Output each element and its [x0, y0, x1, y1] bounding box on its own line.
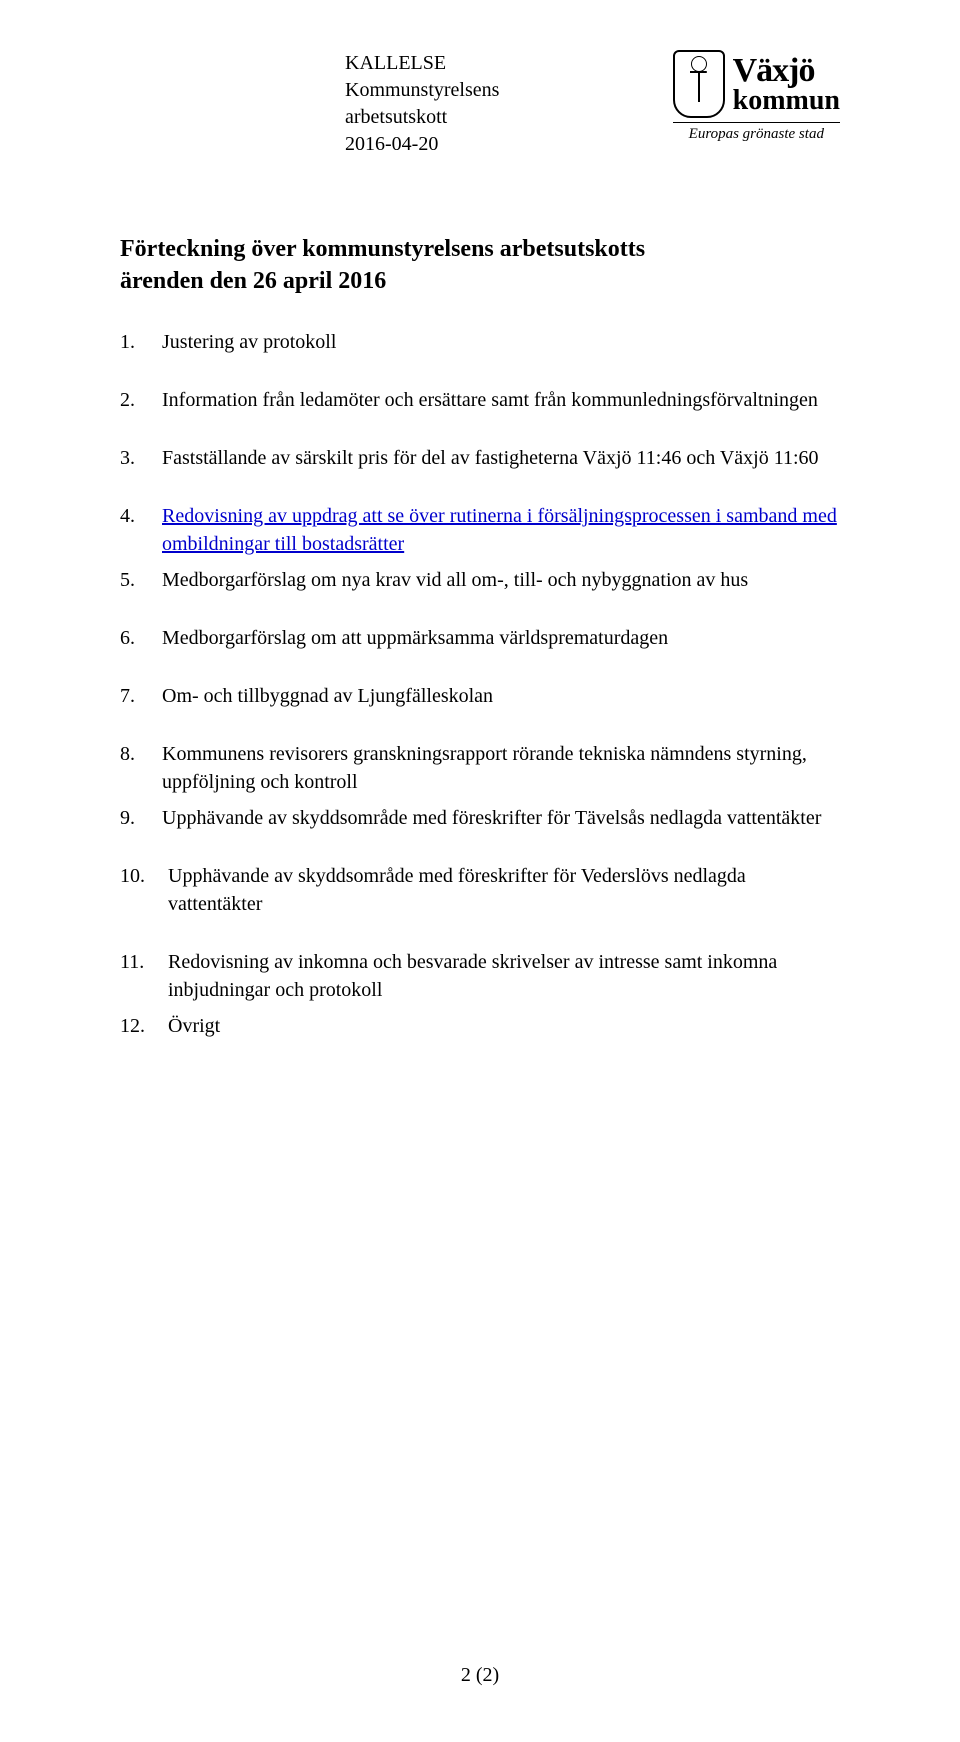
item-text: Övrigt: [168, 1012, 840, 1040]
crest-icon: [673, 50, 725, 118]
agenda-list: 1. Justering av protokoll 2. Information…: [120, 328, 840, 1040]
item-text: Medborgarförslag om nya krav vid all om-…: [162, 566, 840, 594]
item-text: Justering av protokoll: [162, 328, 840, 356]
list-item: 2. Information från ledamöter och ersätt…: [120, 386, 840, 414]
doc-date: 2016-04-20: [345, 131, 499, 158]
title-line-1: Förteckning över kommunstyrelsens arbets…: [120, 236, 645, 262]
item-line: Redovisning av inkomna och besvarade skr…: [168, 951, 777, 973]
list-item: 10. Upphävande av skyddsområde med föres…: [120, 862, 840, 918]
title-line-2: ärenden den 26 april 2016: [120, 268, 386, 294]
item-number: 1.: [120, 328, 162, 356]
logo-tagline: Europas grönaste stad: [673, 122, 840, 143]
item-number: 5.: [120, 566, 162, 594]
list-item: 11. Redovisning av inkomna och besvarade…: [120, 948, 840, 1004]
item-link[interactable]: ombildningar till bostadsrätter: [162, 533, 404, 555]
item-line: Kommunens revisorers granskningsrapport …: [162, 743, 807, 765]
list-item: 6. Medborgarförslag om att uppmärksamma …: [120, 624, 840, 652]
header-text-block: KALLELSE Kommunstyrelsens arbetsutskott …: [120, 50, 499, 158]
list-item: 3. Fastställande av särskilt pris för de…: [120, 444, 840, 472]
item-text: Kommunens revisorers granskningsrapport …: [162, 740, 840, 796]
item-number: 9.: [120, 804, 162, 832]
list-item: 8. Kommunens revisorers granskningsrappo…: [120, 740, 840, 796]
logo-sub: kommun: [733, 88, 840, 115]
list-item: 7. Om- och tillbyggnad av Ljungfälleskol…: [120, 682, 840, 710]
list-item: 4. Redovisning av uppdrag att se över ru…: [120, 502, 840, 558]
page-header: KALLELSE Kommunstyrelsens arbetsutskott …: [120, 50, 840, 158]
item-text: Upphävande av skyddsområde med föreskrif…: [162, 804, 840, 832]
doc-type: KALLELSE: [345, 50, 499, 77]
logo-name: Växjö: [733, 54, 840, 88]
item-text: Fastställande av särskilt pris för del a…: [162, 444, 840, 472]
list-item: 12. Övrigt: [120, 1012, 840, 1040]
item-link[interactable]: Redovisning av uppdrag att se över rutin…: [162, 505, 837, 527]
item-text: Redovisning av inkomna och besvarade skr…: [168, 948, 840, 1004]
item-line: inbjudningar och protokoll: [168, 979, 382, 1001]
list-item: 1. Justering av protokoll: [120, 328, 840, 356]
item-number: 7.: [120, 682, 162, 710]
item-number: 3.: [120, 444, 162, 472]
list-item: 9. Upphävande av skyddsområde med föresk…: [120, 804, 840, 832]
item-number: 12.: [120, 1012, 168, 1040]
item-number: 8.: [120, 740, 162, 796]
page-footer: 2 (2): [0, 1664, 960, 1687]
item-text: Upphävande av skyddsområde med föreskrif…: [168, 862, 840, 918]
item-line: uppföljning och kontroll: [162, 771, 358, 793]
page-title: Förteckning över kommunstyrelsens arbets…: [120, 233, 840, 298]
org-line-1: Kommunstyrelsens: [345, 77, 499, 104]
org-line-2: arbetsutskott: [345, 104, 499, 131]
item-text: Redovisning av uppdrag att se över rutin…: [162, 502, 840, 558]
item-text: Medborgarförslag om att uppmärksamma vär…: [162, 624, 840, 652]
item-number: 4.: [120, 502, 162, 558]
item-number: 2.: [120, 386, 162, 414]
item-number: 6.: [120, 624, 162, 652]
item-text: Om- och tillbyggnad av Ljungfälleskolan: [162, 682, 840, 710]
logo-block: Växjö kommun Europas grönaste stad: [673, 50, 840, 143]
item-number: 11.: [120, 948, 168, 1004]
list-item: 5. Medborgarförslag om nya krav vid all …: [120, 566, 840, 594]
item-text: Information från ledamöter och ersättare…: [162, 386, 840, 414]
item-number: 10.: [120, 862, 168, 918]
